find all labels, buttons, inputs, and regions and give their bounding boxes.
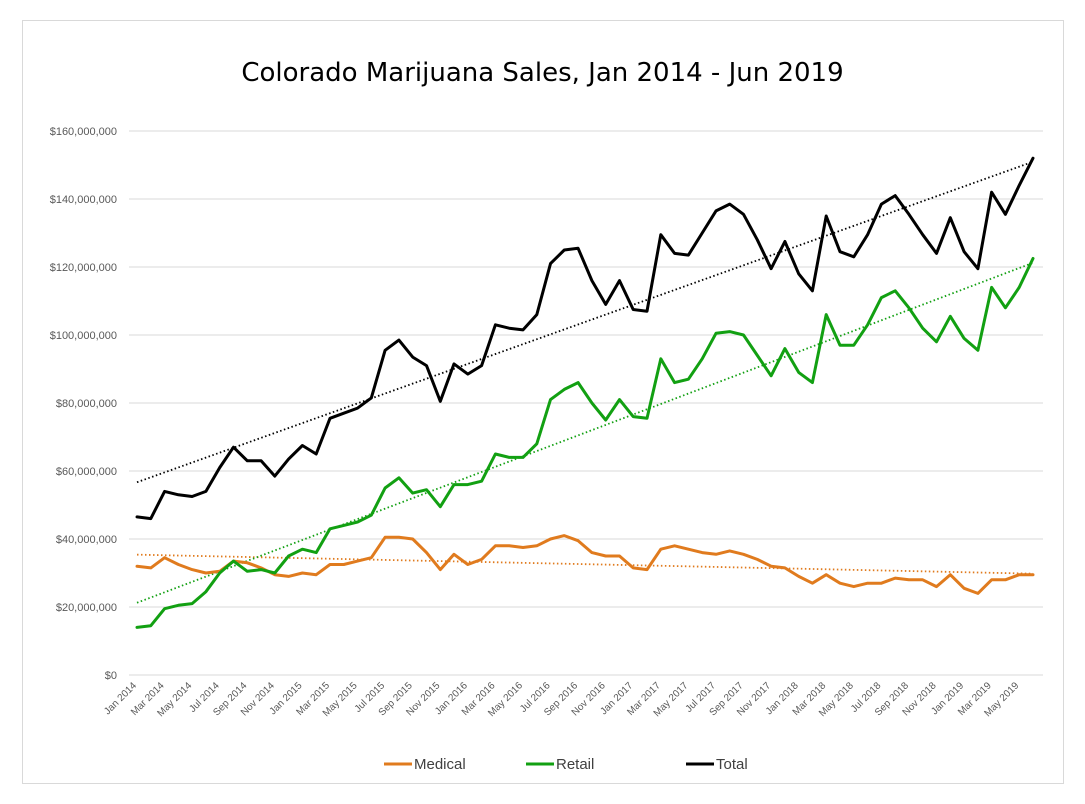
- trendlines: [136, 160, 1034, 604]
- series-lines: [135, 156, 1035, 629]
- chart-title: Colorado Marijuana Sales, Jan 2014 - Jun…: [241, 58, 844, 88]
- medical-legend-label: Medical: [414, 756, 466, 773]
- retail-legend-label: Retail: [556, 756, 594, 773]
- y-tick-label: $40,000,000: [56, 534, 117, 546]
- y-tick-label: $80,000,000: [56, 398, 117, 410]
- y-tick-label: $20,000,000: [56, 602, 117, 614]
- legend: Medical Retail Total: [384, 756, 748, 773]
- total-series-line: [135, 156, 1035, 521]
- medical-series-line: [135, 534, 1035, 595]
- retail-trendline: [136, 261, 1034, 604]
- total-legend-label: Total: [716, 756, 748, 773]
- y-tick-label: $100,000,000: [50, 330, 117, 342]
- y-tick-label: $160,000,000: [50, 126, 117, 138]
- y-axis-ticks: $0 $20,000,000 $40,000,000 $60,000,000 $80,0…: [50, 126, 117, 682]
- total-trendline: [136, 160, 1034, 484]
- y-tick-label: $0: [105, 670, 117, 682]
- retail-series-line: [135, 257, 1035, 629]
- y-tick-label: $140,000,000: [50, 194, 117, 206]
- y-tick-label: $60,000,000: [56, 466, 117, 478]
- chart-frame: [22, 20, 1064, 784]
- y-tick-label: $120,000,000: [50, 262, 117, 274]
